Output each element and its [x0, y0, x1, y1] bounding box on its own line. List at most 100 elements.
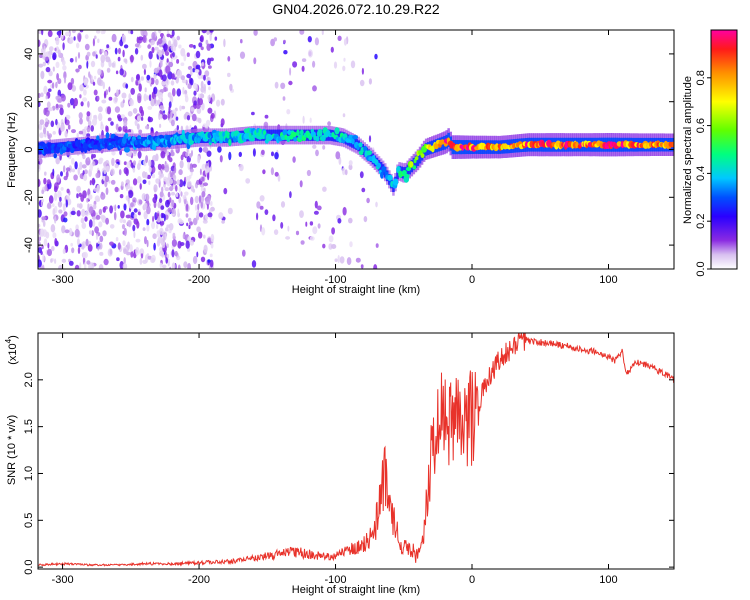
heatmap-cell	[162, 233, 165, 243]
heatmap-cell	[158, 134, 164, 139]
heatmap-cell	[66, 188, 70, 194]
heatmap-cell	[47, 248, 52, 257]
heatmap-cell	[66, 195, 70, 200]
heatmap-cell	[79, 30, 84, 33]
heatmap-cell	[82, 97, 88, 102]
heatmap-cell	[346, 257, 352, 266]
heatmap-cell	[160, 33, 164, 38]
heatmap-cell	[73, 97, 79, 107]
heatmap-cell	[47, 30, 53, 38]
heatmap-cell	[51, 245, 55, 252]
heatmap-cell	[161, 240, 166, 249]
heatmap-cell	[92, 51, 96, 57]
heatmap-cell	[138, 36, 144, 41]
heatmap-cell	[86, 197, 89, 203]
heatmap-cell	[159, 262, 163, 268]
heatmap-cell	[40, 70, 45, 80]
heatmap-cell	[55, 81, 58, 89]
heatmap-cell	[186, 180, 192, 188]
heatmap-cell	[287, 225, 290, 232]
snr-y-label: SNR (10 * v/v)	[6, 415, 18, 485]
heatmap-cell	[103, 138, 108, 144]
heatmap-cell	[198, 212, 204, 218]
chart-title: GN04.2026.072.10.29.R22	[272, 1, 440, 17]
heatmap-cell	[264, 209, 269, 216]
heatmap-cell	[130, 76, 134, 83]
heatmap-cell	[116, 89, 119, 97]
heatmap-cell	[83, 78, 88, 86]
heatmap-cell	[97, 95, 100, 101]
heatmap-cell	[52, 66, 55, 72]
heatmap-cell	[315, 135, 320, 142]
heatmap-cell	[114, 186, 119, 193]
heatmap-cell	[200, 186, 204, 192]
heatmap-cell	[186, 73, 192, 79]
heatmap-cell	[315, 149, 319, 157]
y-tick-label: 0.0	[23, 559, 35, 574]
heatmap-cell	[296, 129, 300, 137]
heatmap-cell	[52, 52, 57, 60]
heatmap-cell	[196, 251, 199, 258]
heatmap-cell	[292, 61, 298, 68]
heatmap-cell	[196, 226, 201, 233]
heatmap-cell	[69, 58, 74, 63]
heatmap-cell	[206, 150, 212, 157]
heatmap-cell	[270, 38, 275, 47]
heatmap-cell	[171, 199, 175, 207]
colorbar-tick-label: 0.2	[695, 214, 707, 229]
snr-frame	[37, 332, 675, 570]
heatmap-cell	[178, 186, 181, 193]
heatmap-cell	[71, 247, 75, 254]
heatmap-cell	[184, 191, 189, 196]
heatmap-cell	[115, 237, 119, 242]
heatmap-cell	[95, 30, 101, 34]
heatmap-cell	[179, 105, 182, 112]
heatmap-cell	[105, 187, 109, 195]
heatmap-cell	[106, 44, 110, 49]
heatmap-cell	[77, 52, 81, 59]
heatmap-cell	[178, 219, 184, 225]
heatmap-cell	[89, 163, 93, 172]
heatmap-cell	[148, 180, 151, 186]
heatmap-cell	[180, 62, 185, 66]
heatmap-cell	[259, 195, 265, 202]
heatmap-cell	[152, 196, 157, 204]
heatmap-cell	[129, 99, 134, 107]
heatmap-cell	[86, 126, 91, 133]
heatmap-cell	[111, 151, 116, 156]
heatmap-cell	[88, 263, 92, 269]
heatmap-cell	[328, 243, 333, 250]
heatmap-cell	[38, 223, 41, 228]
heatmap-cell	[65, 167, 71, 172]
heatmap-cell	[54, 238, 58, 247]
heatmap-cell	[106, 67, 111, 73]
heatmap-cell	[84, 210, 89, 217]
heatmap-cell	[167, 179, 169, 187]
heatmap-cell	[433, 142, 439, 150]
heatmap-cell	[314, 37, 319, 46]
heatmap-cell	[69, 98, 75, 106]
heatmap-cell	[373, 264, 378, 269]
heatmap-cell	[158, 30, 162, 34]
heatmap-cell	[185, 175, 191, 181]
heatmap-cell	[190, 185, 195, 192]
heatmap-cell	[140, 54, 144, 61]
heatmap-cell	[191, 163, 197, 168]
heatmap-cell	[147, 116, 154, 123]
colorbar-tick-label: 0.4	[695, 166, 707, 181]
heatmap-cell	[130, 162, 134, 168]
heatmap-cell	[202, 123, 208, 128]
heatmap-cell	[208, 209, 212, 214]
heatmap-cell	[162, 35, 166, 42]
heatmap-cell	[180, 47, 186, 57]
heatmap-cell	[108, 96, 113, 101]
heatmap-cell	[159, 227, 164, 236]
heatmap-cell	[132, 160, 137, 166]
x-tick-label: 100	[599, 274, 617, 286]
heatmap-cell	[45, 117, 49, 123]
heatmap-cell	[135, 79, 139, 86]
heatmap-cell	[63, 217, 68, 223]
heatmap-cell	[75, 68, 80, 73]
heatmap-cell	[414, 156, 419, 161]
heatmap-cell	[306, 169, 311, 177]
